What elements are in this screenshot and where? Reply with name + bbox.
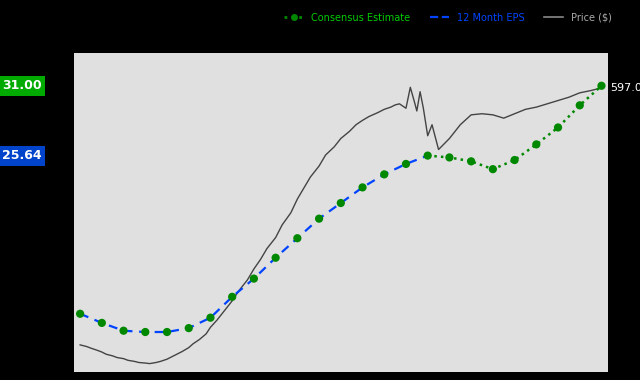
Point (205, 315, 216, 321)
Point (357, 184, 367, 190)
Point (596, 83, 607, 89)
Text: 597.02: 597.02 (610, 83, 640, 93)
Point (488, 166, 498, 172)
Text: 31.00: 31.00 (2, 79, 42, 92)
Point (314, 215, 324, 222)
Point (444, 154, 454, 160)
Point (184, 325, 194, 331)
Legend: Consensus Estimate, 12 Month EPS, Price ($): Consensus Estimate, 12 Month EPS, Price … (280, 9, 616, 27)
Point (422, 152, 433, 158)
Point (271, 255, 281, 261)
Point (249, 276, 259, 282)
Point (466, 158, 476, 165)
Text: 25.64: 25.64 (2, 149, 42, 162)
Point (140, 329, 150, 335)
Point (531, 141, 541, 147)
Point (227, 294, 237, 300)
Point (162, 329, 172, 335)
Point (75, 311, 85, 317)
Point (379, 171, 389, 177)
Point (336, 200, 346, 206)
Point (401, 161, 411, 167)
Point (292, 235, 303, 241)
Point (553, 124, 563, 130)
Point (97, 320, 107, 326)
Point (509, 157, 520, 163)
Point (575, 102, 585, 108)
Point (118, 328, 129, 334)
